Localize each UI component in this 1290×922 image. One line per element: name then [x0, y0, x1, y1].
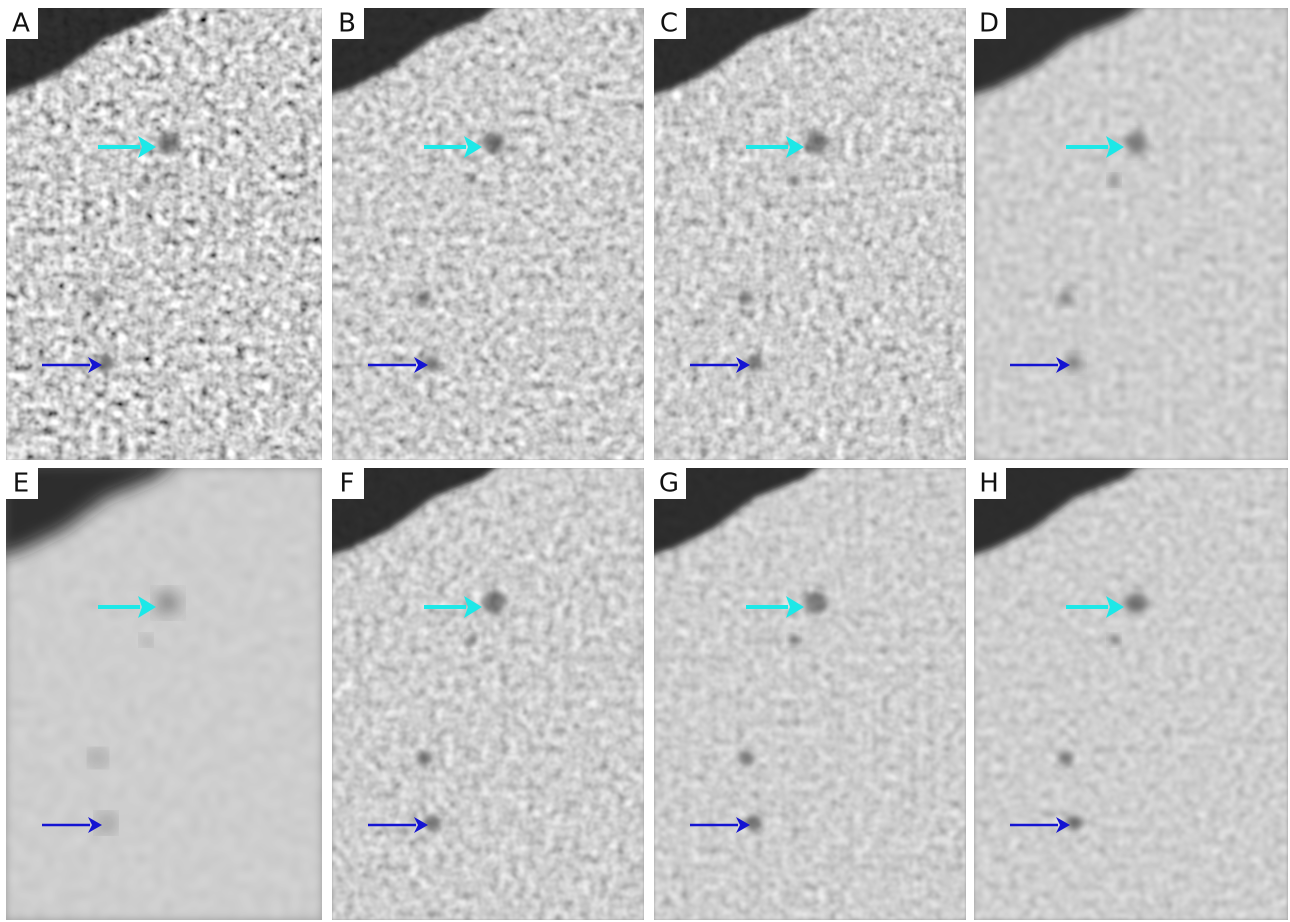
panel: E	[0, 458, 322, 920]
lesion-spot	[805, 132, 827, 154]
ct-texture	[6, 8, 322, 460]
lesion-spot	[739, 751, 753, 765]
panel: D	[964, 0, 1288, 460]
lesion-spot	[483, 132, 505, 154]
panel-label: H	[979, 469, 999, 499]
lesion-spot	[1125, 132, 1147, 154]
lesion-spot	[141, 635, 151, 645]
lesion-spot	[98, 355, 114, 371]
panel-label: A	[12, 9, 30, 39]
lesion-spot	[746, 355, 762, 371]
page: ABCDEFGH (() => { const data = JSON.pars…	[0, 0, 1290, 922]
lesion-spot	[467, 635, 477, 645]
lesion-spot	[98, 815, 114, 831]
ct-texture	[654, 8, 966, 460]
figure: A B C D E F G H	[0, 0, 1290, 922]
lesion-spot	[1066, 355, 1082, 371]
lesion-spot	[141, 175, 151, 185]
lesion-spot	[789, 635, 799, 645]
panel-label: F	[340, 469, 355, 499]
panel-label: B	[338, 9, 356, 39]
panel: F	[322, 458, 644, 920]
ct-texture	[654, 468, 966, 920]
ct-texture	[332, 468, 644, 920]
lesion-spot	[91, 291, 105, 305]
panel: B	[322, 0, 644, 460]
lesion-spot	[157, 592, 179, 614]
ct-texture	[6, 468, 322, 920]
lesion-spot	[789, 175, 799, 185]
lesion-spot	[424, 355, 440, 371]
ct-texture	[332, 8, 644, 460]
panel-label: E	[13, 469, 29, 499]
lesion-spot	[1125, 592, 1147, 614]
lesion-spot	[467, 175, 477, 185]
lesion-spot	[424, 815, 440, 831]
lesion-spot	[1066, 815, 1082, 831]
panel-label: C	[660, 9, 678, 39]
lesion-spot	[1059, 751, 1073, 765]
panel: C	[644, 0, 966, 460]
panel: G	[644, 458, 966, 920]
ct-texture	[974, 8, 1288, 460]
lesion-spot	[739, 291, 753, 305]
lesion-spot	[746, 815, 762, 831]
panel-label: G	[659, 469, 679, 499]
lesion-spot	[483, 592, 505, 614]
lesion-spot	[1109, 635, 1119, 645]
lesion-spot	[1109, 175, 1119, 185]
panel-label: D	[979, 9, 999, 39]
lesion-spot	[1059, 291, 1073, 305]
lesion-spot	[417, 751, 431, 765]
ct-texture	[974, 468, 1288, 920]
lesion-spot	[157, 132, 179, 154]
panel: H	[964, 458, 1288, 920]
lesion-spot	[91, 751, 105, 765]
lesion-spot	[417, 291, 431, 305]
panel: A	[0, 0, 322, 460]
lesion-spot	[805, 592, 827, 614]
